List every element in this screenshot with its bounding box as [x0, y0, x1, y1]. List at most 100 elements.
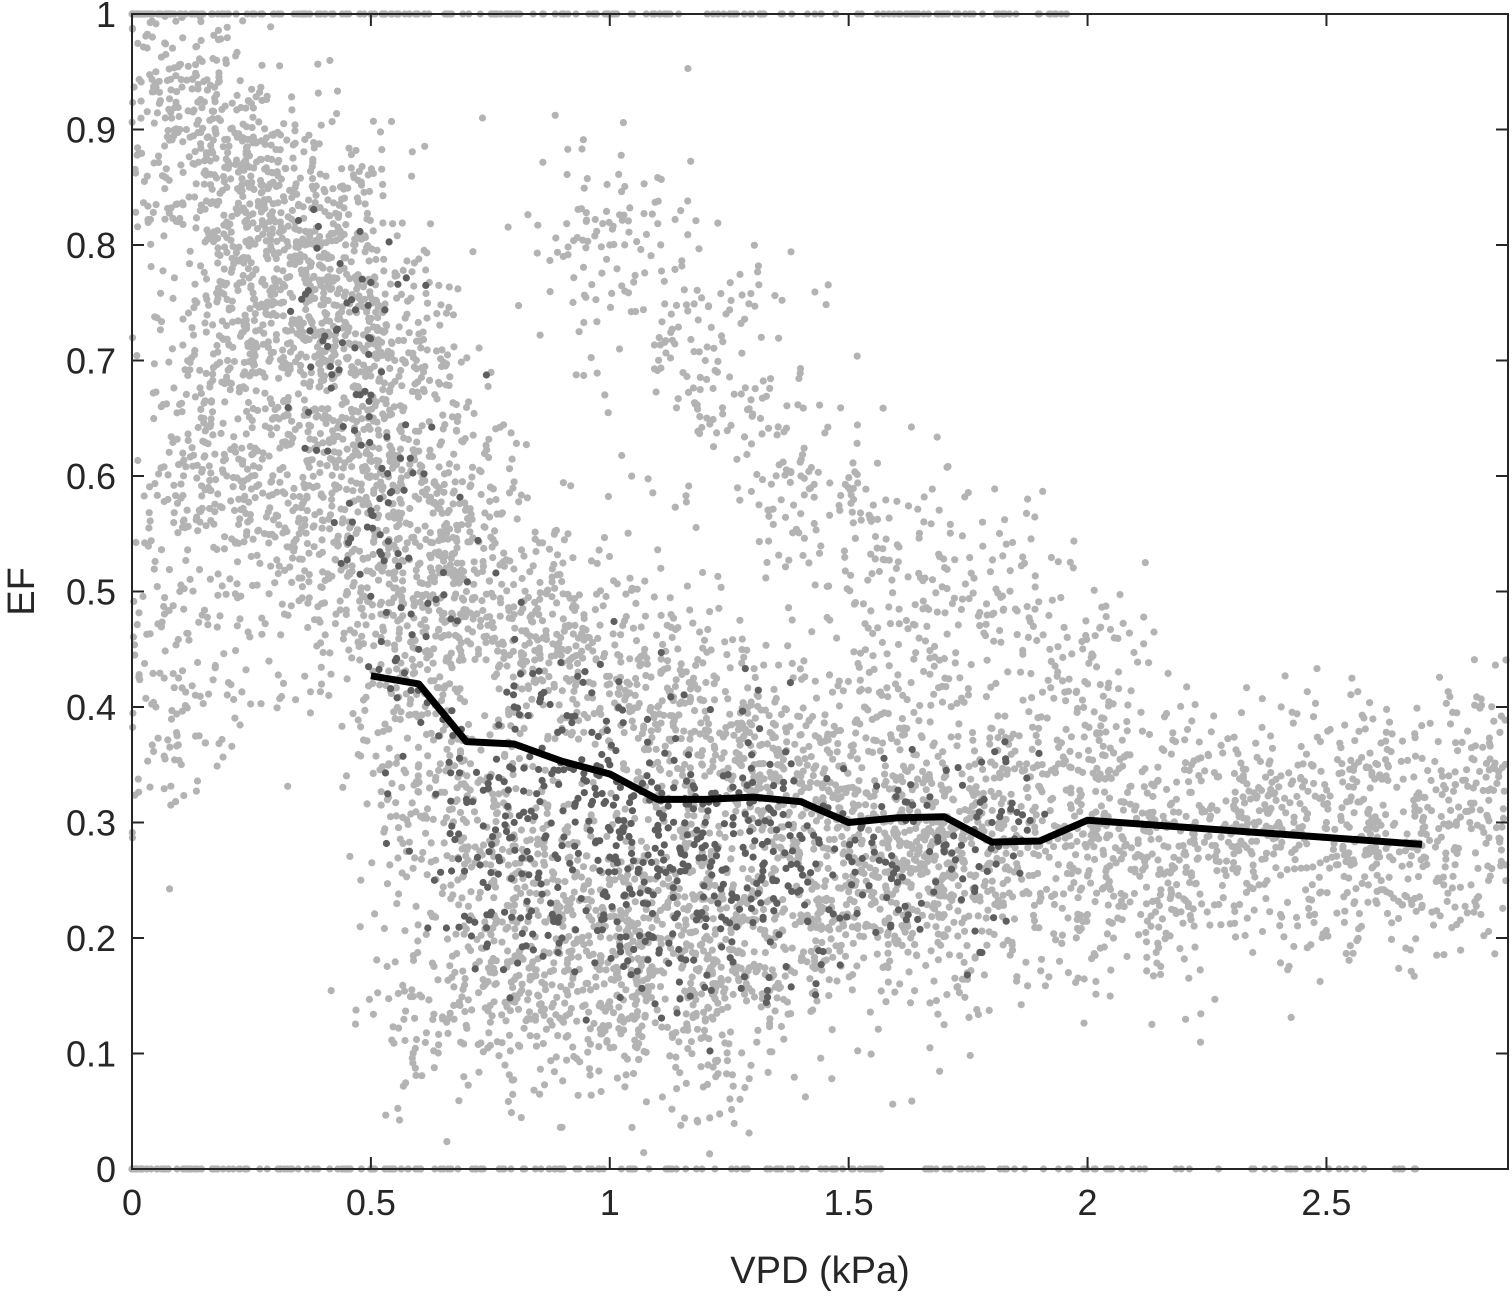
scatter-point-light: [1415, 893, 1424, 901]
scatter-point-light: [587, 888, 595, 896]
scatter-point-light: [220, 211, 228, 219]
scatter-point-light: [324, 405, 332, 413]
scatter-point-light: [917, 732, 925, 740]
scatter-point-light: [1167, 750, 1175, 758]
scatter-point-light: [1236, 900, 1244, 909]
scatter-point-light: [415, 427, 423, 435]
scatter-point-light: [251, 137, 259, 145]
scatter-point-light: [348, 415, 356, 423]
scatter-point-light: [426, 564, 435, 572]
scatter-point-light: [1379, 801, 1387, 809]
scatter-point-light: [405, 329, 413, 337]
scatter-point-light: [541, 766, 549, 774]
scatter-point-light: [1092, 831, 1101, 840]
scatter-point-light: [794, 712, 802, 720]
scatter-point-light: [944, 830, 952, 839]
scatter-point-light: [595, 546, 603, 554]
scatter-point-light: [396, 425, 404, 433]
scatter-point-light: [170, 126, 178, 134]
scatter-point-light: [564, 840, 572, 848]
scatter-point-light: [306, 167, 315, 175]
scatter-point-light: [293, 190, 301, 198]
scatter-point-light: [466, 505, 474, 513]
scatter-point-light: [1350, 859, 1358, 868]
scatter-point-light: [321, 309, 330, 317]
scatter-point-light: [705, 720, 713, 728]
scatter-point-light: [617, 631, 625, 639]
scatter-point-light: [335, 267, 343, 275]
scatter-point-light: [869, 652, 877, 660]
scatter-point-light: [391, 269, 399, 277]
scatter-point-light: [252, 266, 260, 274]
scatter-point-light: [780, 1035, 788, 1043]
scatter-point-light: [203, 76, 211, 84]
scatter-point-light: [1441, 863, 1449, 871]
scatter-point-light: [319, 301, 327, 309]
scatter-point-light: [279, 267, 287, 275]
scatter-point-light: [736, 616, 744, 624]
scatter-point-light: [1119, 835, 1127, 843]
scatter-point-light: [264, 195, 273, 203]
scatter-point-light: [164, 471, 172, 479]
scatter-point-light: [1077, 925, 1085, 933]
scatter-point-light: [443, 351, 452, 359]
scatter-point-light: [1159, 812, 1167, 820]
scatter-point-light: [758, 740, 766, 749]
scatter-point-light: [972, 871, 980, 879]
scatter-point-light: [257, 208, 265, 216]
scatter-point-light: [752, 773, 760, 781]
scatter-point-light: [202, 152, 211, 160]
scatter-point-light: [1106, 992, 1114, 1000]
scatter-point-light: [935, 863, 943, 871]
scatter-point-light: [464, 625, 472, 633]
scatter-point-light: [1052, 936, 1060, 944]
scatter-point-light: [524, 593, 533, 602]
scatter-point-light: [186, 247, 194, 255]
scatter-point-light: [192, 180, 200, 188]
scatter-point-light: [1304, 787, 1312, 795]
scatter-point-light: [409, 349, 417, 357]
scatter-point-light: [161, 114, 169, 122]
scatter-point-light: [709, 757, 717, 765]
scatter-point-light: [400, 336, 408, 345]
scatter-point-light: [133, 151, 141, 159]
scatter-point-light: [432, 347, 441, 355]
scatter-point-light: [505, 711, 513, 719]
scatter-point-light: [318, 319, 326, 327]
scatter-point-light: [629, 624, 638, 632]
scatter-point-light: [663, 657, 672, 665]
scatter-point-light: [196, 384, 204, 392]
scatter-point-light: [1341, 907, 1349, 915]
scatter-point-light: [382, 400, 390, 408]
scatter-point-light: [182, 463, 190, 471]
scatter-point-light: [311, 405, 319, 413]
scatter-point-light: [1188, 717, 1196, 725]
scatter-point-light: [239, 17, 247, 25]
scatter-point-light: [529, 762, 537, 771]
scatter-point-light: [366, 451, 374, 459]
scatter-point-light: [244, 342, 252, 351]
scatter-point-light: [1290, 865, 1299, 873]
scatter-point-light: [938, 698, 947, 706]
scatter-point-light: [760, 775, 768, 783]
scatter-point-light: [262, 134, 270, 142]
scatter-point-light: [635, 1030, 643, 1038]
scatter-point-light: [1345, 783, 1353, 791]
scatter-point-light: [788, 944, 796, 952]
scatter-point-light: [242, 104, 250, 112]
scatter-point-light: [209, 376, 217, 384]
scatter-point-light: [1272, 775, 1280, 784]
scatter-point-light: [937, 781, 945, 789]
scatter-point-light: [1437, 833, 1445, 841]
scatter-point-light: [344, 353, 352, 361]
scatter-point-light: [555, 639, 563, 647]
scatter-point-light: [1124, 788, 1132, 797]
scatter-point-light: [1382, 811, 1390, 819]
scatter-point-light: [963, 816, 971, 824]
scatter-point-light: [1428, 908, 1436, 916]
scatter-point-light: [267, 141, 275, 149]
scatter-point-light: [1350, 899, 1358, 908]
scatter-point-light: [450, 450, 458, 458]
scatter-point-light: [411, 380, 419, 388]
scatter-point-light: [632, 599, 640, 608]
